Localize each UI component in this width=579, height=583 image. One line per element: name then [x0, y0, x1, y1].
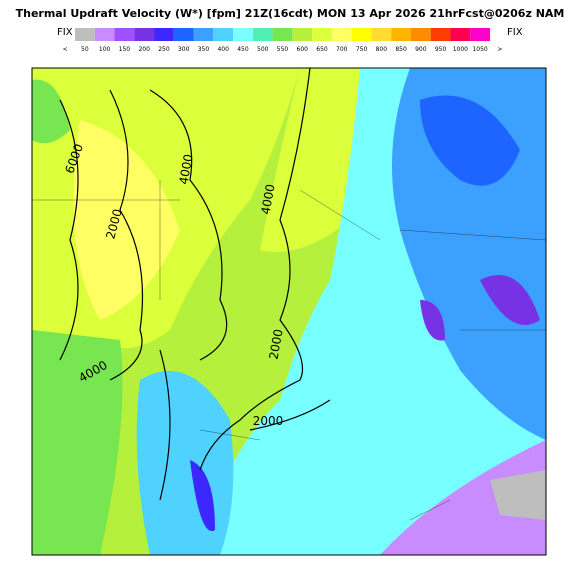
colorbar-label: 450: [237, 46, 249, 53]
color-swatch: [371, 28, 392, 41]
colorbar: <50 100 150 200 250 300 350 400 450 500 550 600 650 7…: [63, 28, 502, 53]
colorbar-label: 900: [415, 46, 427, 53]
colorbar-label: 1000: [453, 46, 468, 53]
contour-label: 2000: [253, 414, 284, 428]
color-swatch: [292, 28, 313, 41]
colorbar-label: 100: [99, 46, 111, 53]
contour-label: 2000: [267, 328, 286, 361]
color-swatch: [193, 28, 214, 41]
colorbar-label: <: [63, 46, 68, 53]
color-swatch: [134, 28, 155, 41]
color-swatch: [430, 28, 451, 41]
color-swatch: [391, 28, 411, 41]
contour-label: 4000: [177, 153, 196, 186]
title: Thermal Updraft Velocity (W*) [fpm] 21Z(…: [16, 7, 565, 20]
color-swatch: [114, 28, 135, 41]
color-swatch: [470, 28, 490, 41]
colorbar-label: 700: [336, 46, 348, 53]
colorbar-label: 200: [138, 46, 150, 53]
colorbar-label: 500: [257, 46, 269, 53]
color-swatch: [173, 28, 194, 41]
fix-left: FIX: [57, 27, 73, 38]
color-swatch: [331, 28, 352, 41]
colorbar-label: 250: [158, 46, 170, 53]
color-swatch: [94, 28, 115, 41]
color-swatch: [312, 28, 332, 41]
colorbar-label: 400: [217, 46, 229, 53]
colorbar-label: 50: [81, 46, 89, 53]
map: [32, 68, 546, 555]
colorbar-label: 550: [277, 46, 289, 53]
color-swatch: [213, 28, 234, 41]
color-swatch: [75, 28, 95, 41]
colorbar-label: 150: [119, 46, 131, 53]
colorbar-label: 350: [198, 46, 210, 53]
color-swatch: [272, 28, 293, 41]
colorbar-label: 850: [395, 46, 407, 53]
color-swatch: [233, 28, 253, 41]
map-border: [31, 67, 547, 556]
fix-right: FIX: [507, 27, 523, 38]
colorbar-label: >: [497, 46, 502, 53]
color-swatch: [252, 28, 273, 41]
color-swatch: [410, 28, 431, 41]
color-swatch: [450, 28, 471, 41]
colorbar-label: 600: [297, 46, 309, 53]
colorbar-label: 950: [435, 46, 447, 53]
color-swatch: [154, 28, 174, 41]
contour-label: 4000: [259, 183, 278, 216]
colorbar-label: 650: [316, 46, 328, 53]
colorbar-label: 800: [376, 46, 388, 53]
color-swatch: [351, 28, 372, 41]
colorbar-label: 1050: [472, 46, 487, 53]
colorbar-label: 750: [356, 46, 368, 53]
colorbar-label: 300: [178, 46, 190, 53]
